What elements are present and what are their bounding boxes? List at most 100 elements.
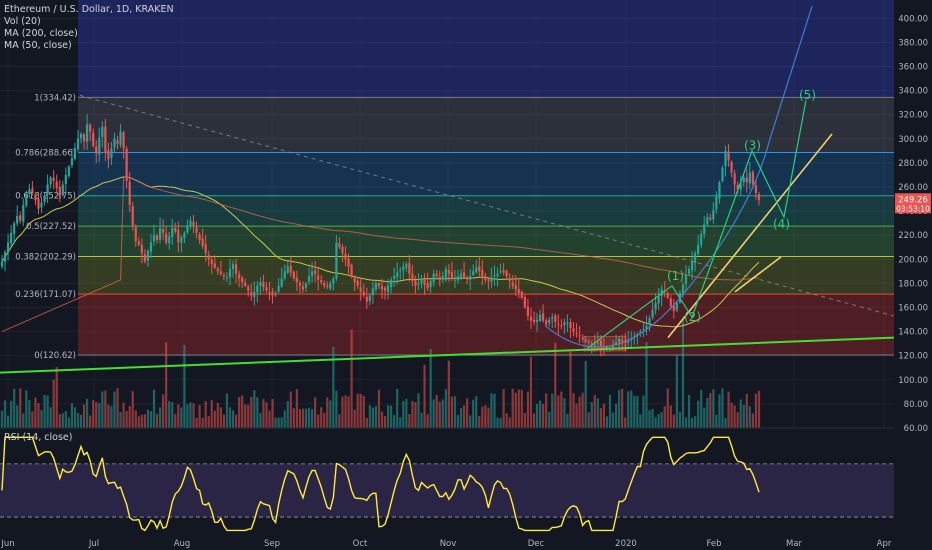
candle[interactable] xyxy=(228,268,232,278)
candle[interactable] xyxy=(286,266,289,273)
candle[interactable] xyxy=(657,296,660,304)
candle[interactable] xyxy=(326,285,329,288)
candle[interactable] xyxy=(484,276,487,280)
candle[interactable] xyxy=(247,286,250,291)
candle[interactable] xyxy=(390,279,393,288)
candle[interactable] xyxy=(353,277,356,283)
candle[interactable] xyxy=(575,332,578,335)
channel-line-upper[interactable] xyxy=(667,133,833,339)
legend-ma50[interactable]: MA (50, close) xyxy=(4,40,72,51)
candle[interactable] xyxy=(113,138,116,148)
candle[interactable] xyxy=(700,233,703,245)
candle[interactable] xyxy=(225,277,229,279)
candle[interactable] xyxy=(718,182,721,199)
candle[interactable] xyxy=(222,275,226,277)
candle[interactable] xyxy=(6,242,10,253)
candle[interactable] xyxy=(28,189,31,195)
candle[interactable] xyxy=(496,273,499,276)
candle[interactable] xyxy=(481,269,484,277)
candle[interactable] xyxy=(621,340,624,342)
candle[interactable] xyxy=(307,276,311,282)
candle[interactable] xyxy=(116,140,119,144)
candle[interactable] xyxy=(675,302,678,311)
candle[interactable] xyxy=(122,132,125,149)
candle[interactable] xyxy=(399,270,402,272)
candle[interactable] xyxy=(277,285,280,292)
candle[interactable] xyxy=(590,343,593,345)
candle[interactable] xyxy=(690,261,694,271)
candle[interactable] xyxy=(736,184,739,190)
candle[interactable] xyxy=(687,268,691,274)
candle[interactable] xyxy=(22,205,25,222)
candle[interactable] xyxy=(508,277,511,281)
candle[interactable] xyxy=(268,292,271,294)
candle[interactable] xyxy=(654,302,657,310)
candle[interactable] xyxy=(149,242,153,252)
candle[interactable] xyxy=(630,338,633,341)
candle[interactable] xyxy=(216,268,219,272)
candle[interactable] xyxy=(368,295,371,302)
candle[interactable] xyxy=(393,276,396,279)
candle[interactable] xyxy=(320,279,323,283)
candle[interactable] xyxy=(207,255,210,260)
candle[interactable] xyxy=(43,195,46,202)
candle[interactable] xyxy=(177,230,180,243)
candle[interactable] xyxy=(377,283,381,286)
candle[interactable] xyxy=(86,124,89,142)
candle[interactable] xyxy=(554,315,557,322)
candle[interactable] xyxy=(712,209,715,220)
candle[interactable] xyxy=(189,220,192,226)
candle[interactable] xyxy=(614,342,618,345)
candle[interactable] xyxy=(52,177,55,181)
candle[interactable] xyxy=(238,274,241,279)
candle[interactable] xyxy=(380,286,384,290)
candle[interactable] xyxy=(563,321,566,326)
candle[interactable] xyxy=(423,278,426,285)
candle[interactable] xyxy=(219,271,222,274)
candle[interactable] xyxy=(411,273,414,281)
candle[interactable] xyxy=(186,225,189,233)
candle[interactable] xyxy=(545,320,548,325)
candle[interactable] xyxy=(438,277,441,279)
candle[interactable] xyxy=(76,138,80,150)
candle[interactable] xyxy=(487,279,490,281)
candle[interactable] xyxy=(466,278,469,280)
candle[interactable] xyxy=(639,331,642,334)
candle[interactable] xyxy=(441,276,444,280)
candle[interactable] xyxy=(256,285,259,293)
candle[interactable] xyxy=(25,195,28,206)
candle[interactable] xyxy=(265,287,268,291)
candle[interactable] xyxy=(46,184,49,194)
candle[interactable] xyxy=(304,283,308,288)
candle[interactable] xyxy=(210,259,213,265)
candle[interactable] xyxy=(417,283,420,285)
candle[interactable] xyxy=(578,335,581,337)
candle[interactable] xyxy=(709,217,712,220)
candle[interactable] xyxy=(171,227,174,237)
candle[interactable] xyxy=(107,150,110,160)
candle[interactable] xyxy=(587,341,590,343)
candle[interactable] xyxy=(733,173,736,185)
candle[interactable] xyxy=(532,319,536,322)
candle[interactable] xyxy=(146,250,150,261)
candle[interactable] xyxy=(572,328,575,332)
candle[interactable] xyxy=(34,194,37,201)
candle[interactable] xyxy=(104,126,107,153)
candle[interactable] xyxy=(110,148,113,158)
candle[interactable] xyxy=(201,238,204,247)
candle[interactable] xyxy=(493,274,496,276)
candle[interactable] xyxy=(49,177,52,185)
candle[interactable] xyxy=(198,234,201,241)
candle[interactable] xyxy=(310,271,314,276)
candle[interactable] xyxy=(40,202,43,208)
candle[interactable] xyxy=(37,198,40,209)
candle[interactable] xyxy=(329,283,332,289)
candle[interactable] xyxy=(174,227,177,232)
candle[interactable] xyxy=(453,279,457,281)
candle[interactable] xyxy=(529,316,533,321)
drawings[interactable]: (1) (2) (3) (4) (5) xyxy=(0,6,895,374)
candle[interactable] xyxy=(61,184,64,196)
candle[interactable] xyxy=(450,272,454,279)
candle[interactable] xyxy=(16,215,19,224)
